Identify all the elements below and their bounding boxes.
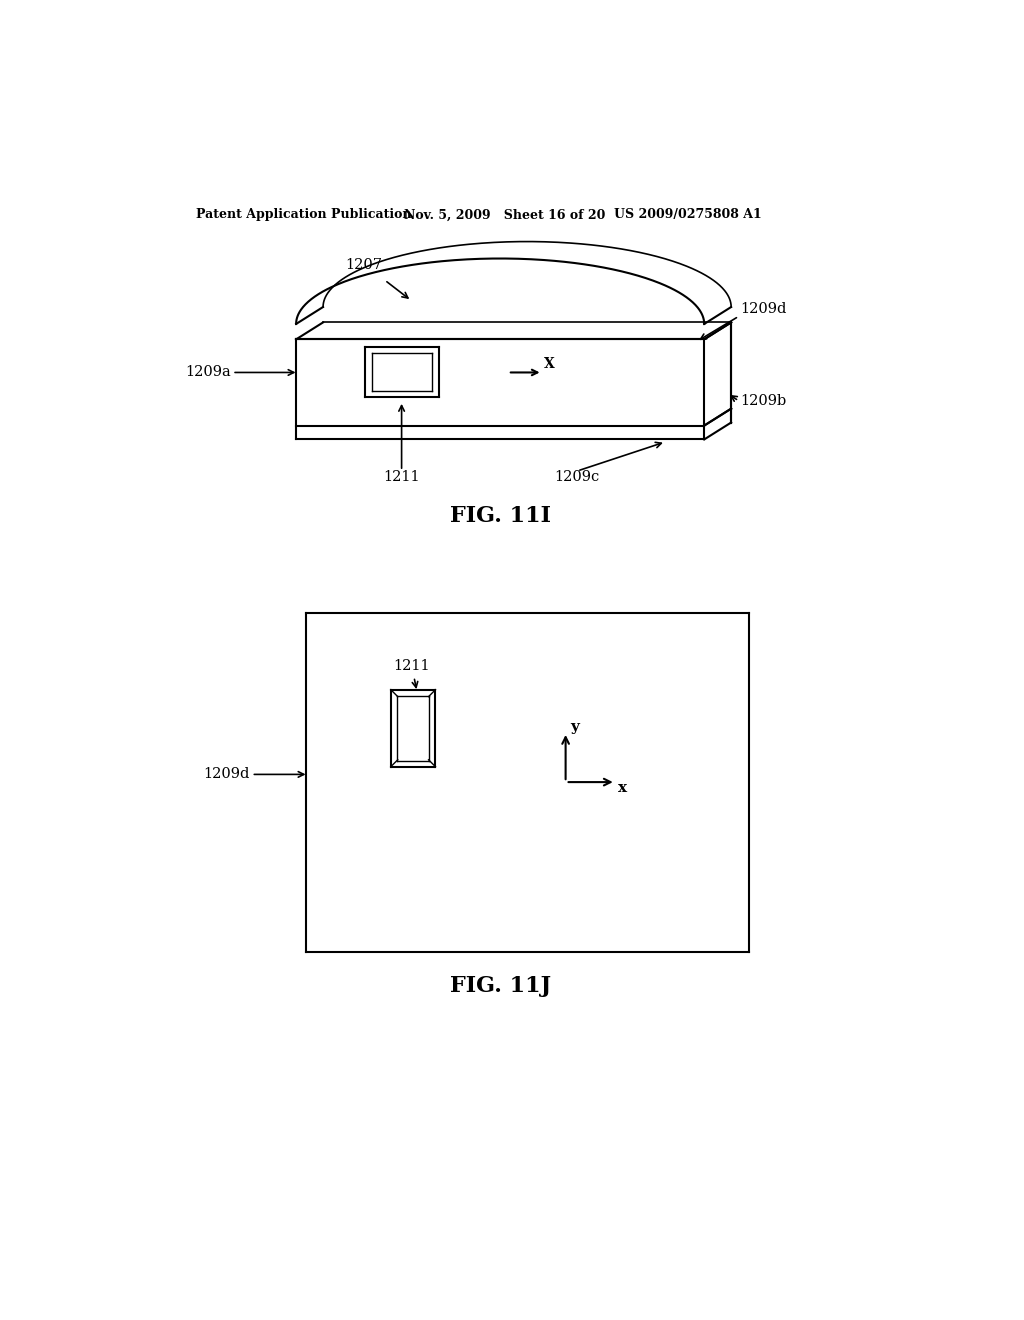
- Text: 1211: 1211: [383, 470, 420, 484]
- Text: US 2009/0275808 A1: US 2009/0275808 A1: [614, 209, 762, 222]
- Text: 1211: 1211: [393, 659, 430, 673]
- Text: FIG. 11I: FIG. 11I: [450, 506, 551, 527]
- Text: y: y: [570, 719, 580, 734]
- Text: 1209c: 1209c: [555, 470, 600, 484]
- Text: 1207: 1207: [345, 259, 382, 272]
- Text: 1209d: 1209d: [740, 302, 786, 317]
- Text: Nov. 5, 2009   Sheet 16 of 20: Nov. 5, 2009 Sheet 16 of 20: [403, 209, 605, 222]
- Text: 1209b: 1209b: [740, 393, 786, 408]
- Text: x: x: [617, 781, 627, 795]
- Text: X: X: [544, 356, 555, 371]
- Text: 1209a: 1209a: [185, 366, 230, 379]
- Text: 1209d: 1209d: [204, 767, 250, 781]
- Text: Patent Application Publication: Patent Application Publication: [196, 209, 412, 222]
- Text: FIG. 11J: FIG. 11J: [450, 974, 551, 997]
